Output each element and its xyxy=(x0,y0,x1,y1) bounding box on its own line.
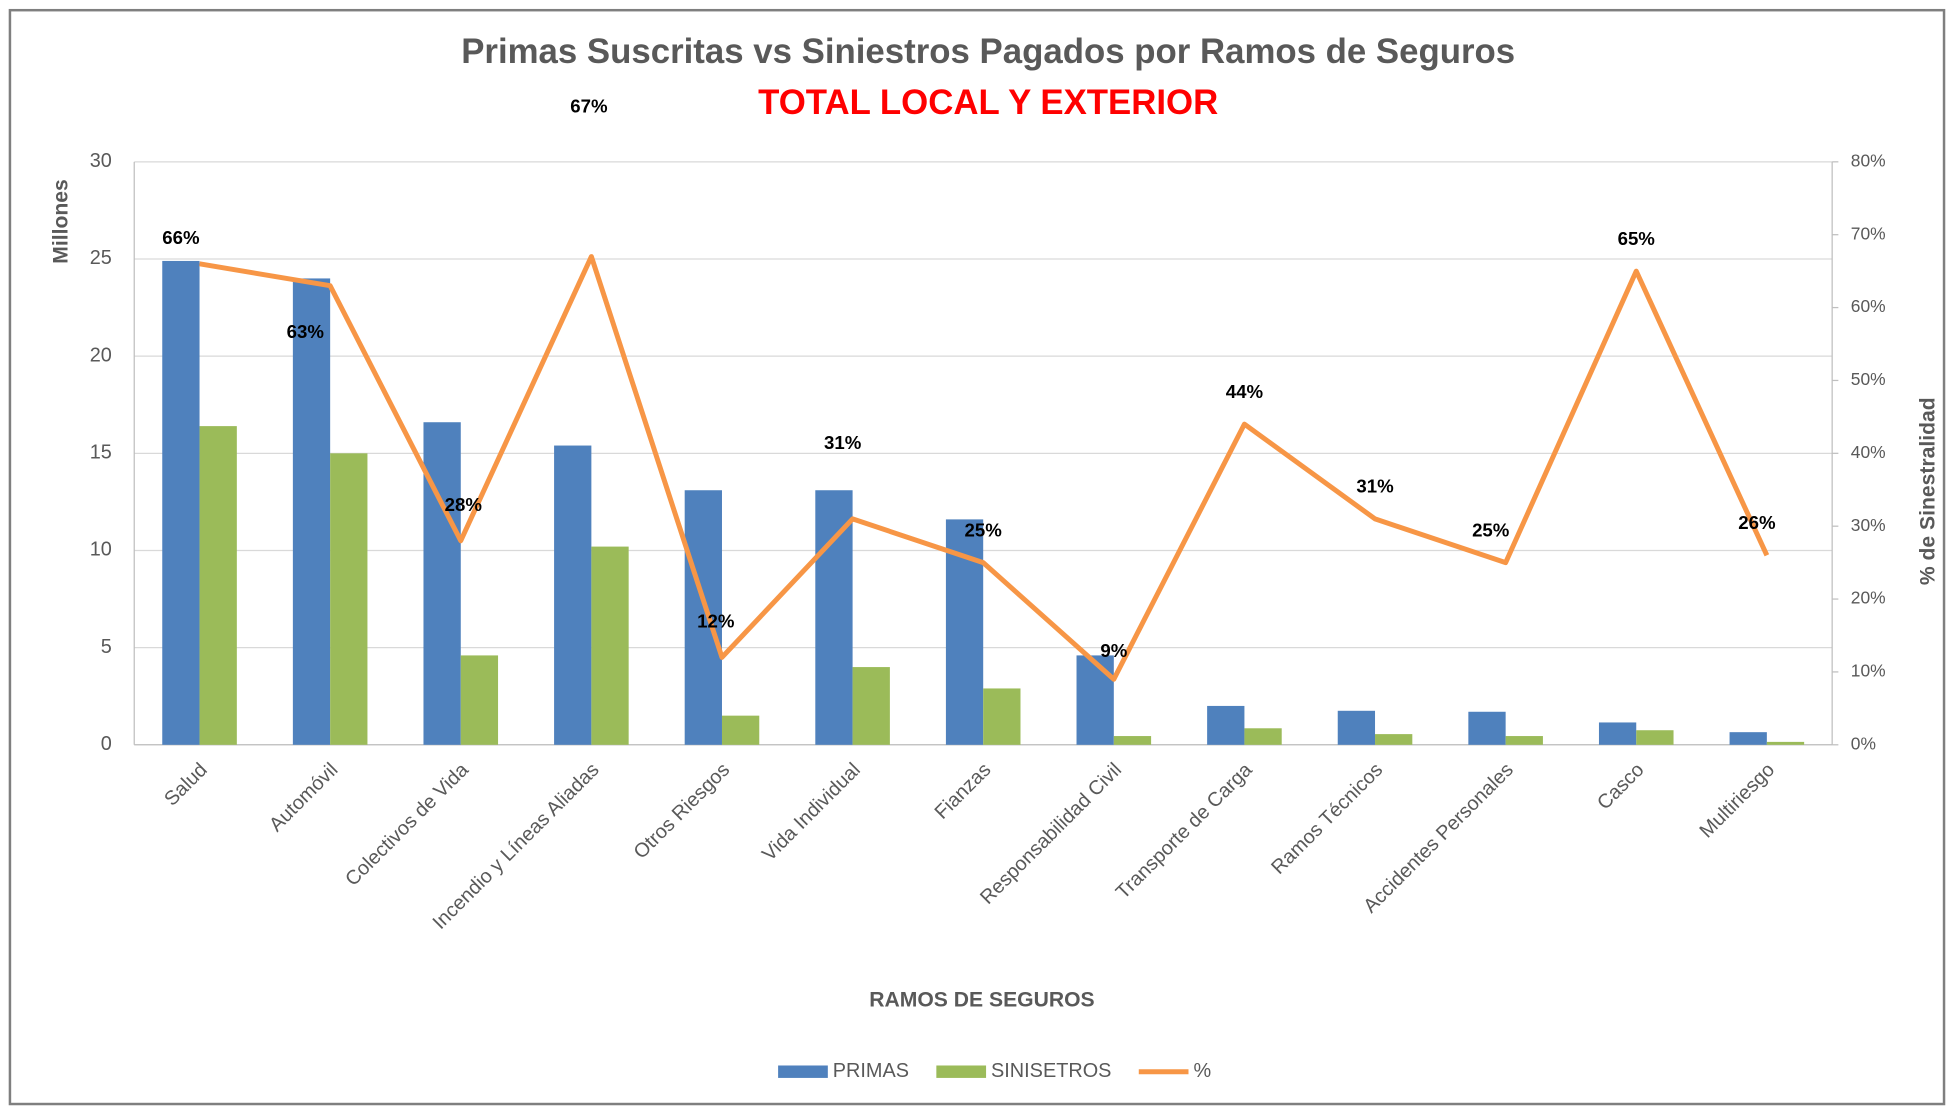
bar xyxy=(292,278,331,745)
y2-axis-title: % de Sinestralidad xyxy=(1917,397,1940,585)
bar xyxy=(330,453,368,745)
bar xyxy=(460,655,499,745)
bar xyxy=(554,445,592,745)
x-axis-title: RAMOS DE SEGUROS xyxy=(869,988,1094,1011)
bar xyxy=(1505,736,1543,745)
bar xyxy=(1113,736,1152,745)
bar xyxy=(1468,711,1506,745)
bar xyxy=(983,688,1021,745)
y-tick-label: 20 xyxy=(90,344,112,366)
y2-tick-label: 40% xyxy=(1851,442,1886,462)
bar xyxy=(1636,730,1674,745)
y-tick-label: 10 xyxy=(90,539,112,561)
data-label: 25% xyxy=(965,519,1003,540)
bar xyxy=(1076,655,1114,745)
bar xyxy=(162,260,200,745)
y-tick-label: 30 xyxy=(90,150,112,172)
y-tick-label: 15 xyxy=(90,442,112,464)
y2-tick-label: 80% xyxy=(1851,150,1886,170)
bar xyxy=(1207,705,1245,745)
data-label: 26% xyxy=(1738,512,1776,533)
bar xyxy=(423,422,461,745)
data-label: 31% xyxy=(1356,476,1394,497)
y2-tick-label: 70% xyxy=(1851,223,1886,243)
data-label: 63% xyxy=(287,321,325,342)
bar xyxy=(1729,732,1767,745)
bar xyxy=(1598,722,1637,745)
bar xyxy=(684,490,722,745)
y2-tick-label: 20% xyxy=(1851,588,1886,608)
bar xyxy=(721,715,760,745)
y-tick-label: 0 xyxy=(101,733,112,755)
data-label: 65% xyxy=(1618,228,1656,249)
bar xyxy=(1244,728,1282,745)
legend-label: % xyxy=(1193,1060,1211,1082)
data-label: 25% xyxy=(1472,519,1510,540)
y-axis-title: Millones xyxy=(50,179,73,264)
data-label: 67% xyxy=(570,95,608,116)
data-label: 44% xyxy=(1226,381,1264,402)
legend-swatch xyxy=(778,1065,828,1078)
data-label: 12% xyxy=(697,610,735,631)
bar xyxy=(199,426,237,745)
chart-title: Primas Suscritas vs Siniestros Pagados p… xyxy=(461,32,1515,71)
y-tick-label: 25 xyxy=(90,247,112,269)
bar xyxy=(852,667,890,745)
y2-tick-label: 0% xyxy=(1851,733,1876,753)
bar xyxy=(1337,710,1376,745)
y2-tick-label: 30% xyxy=(1851,515,1886,535)
bar xyxy=(1766,741,1805,745)
data-label: 28% xyxy=(445,494,483,515)
bar xyxy=(1375,734,1413,745)
legend-label: SINISETROS xyxy=(991,1060,1111,1082)
line-series xyxy=(199,254,1770,682)
y2-tick-label: 50% xyxy=(1851,369,1886,389)
legend-label: PRIMAS xyxy=(833,1060,909,1082)
chart-subtitle: TOTAL LOCAL Y EXTERIOR xyxy=(758,83,1218,122)
data-label: 31% xyxy=(824,432,862,453)
bar xyxy=(591,546,629,745)
data-label: 66% xyxy=(162,227,200,248)
legend-swatch xyxy=(936,1065,987,1078)
y2-tick-label: 60% xyxy=(1851,296,1886,316)
bar xyxy=(815,490,853,745)
data-label: 9% xyxy=(1100,640,1127,661)
y-tick-label: 5 xyxy=(101,636,112,658)
y2-tick-label: 10% xyxy=(1851,661,1886,681)
